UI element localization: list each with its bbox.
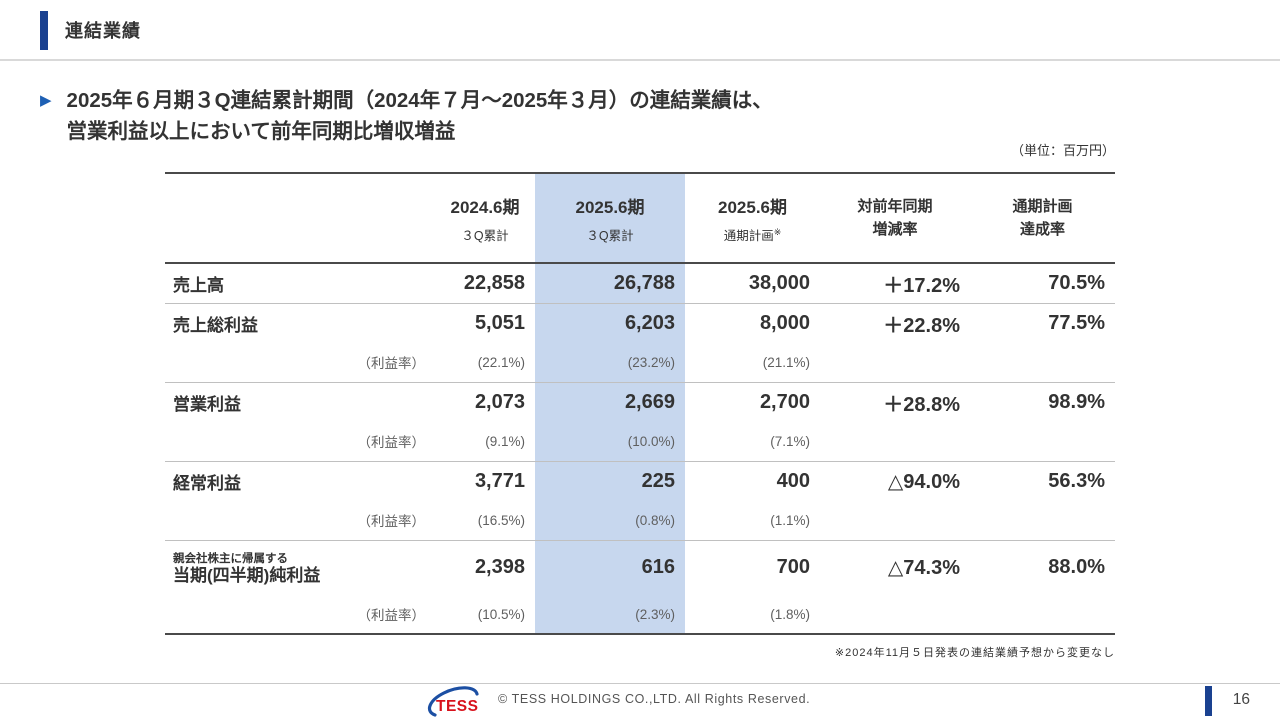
col-header-fy2025-plan: 2025.6期 通期計画※ (718, 197, 787, 243)
row-label-qualifier: 親会社株主に帰属する (173, 553, 288, 566)
cell-fy2025: (2.3%) (535, 595, 685, 634)
table-header-row: 2024.6期 ３Q累計 2025.6期 ３Q累計 2025.6期 通期計画※ … (165, 173, 1115, 263)
cell-plan: 400 (776, 469, 810, 492)
cell-fy2025: 6,203 (535, 303, 685, 343)
tess-logo: TESS (424, 684, 484, 720)
col-header-empty (165, 173, 435, 263)
cell-fy2025: 225 (535, 461, 685, 501)
cell-achievement: 77.5% (1048, 311, 1105, 334)
table-row-ordinary-margin: （利益率） (16.5%) (0.8%) (1.1%) (165, 501, 1115, 540)
cell-plan: (7.1%) (770, 433, 810, 449)
header-accent-bar (40, 10, 48, 50)
page-number: 16 (1232, 691, 1250, 708)
cell-achievement (970, 595, 1115, 634)
row-label: 売上高 (173, 275, 224, 295)
table-row-net-sales: 売上高 22,858 26,788 38,000 ＋17.2% 70.5% (165, 263, 1115, 303)
header-divider (0, 59, 1280, 61)
cell-plan: (1.1%) (770, 512, 810, 528)
cell-fy2024: 22,858 (463, 271, 525, 294)
cell-fy2024: (16.5%) (477, 512, 525, 528)
cell-yoy: ＋22.8% (883, 314, 960, 337)
cell-plan: 38,000 (748, 271, 810, 294)
cell-yoy: ＋28.8% (883, 393, 960, 416)
cell-achievement (970, 501, 1115, 540)
table-row-net-margin: （利益率） (10.5%) (2.3%) (1.8%) (165, 595, 1115, 634)
bullet-triangle-icon: ▶ (40, 92, 52, 109)
financial-results-table: 2024.6期 ３Q累計 2025.6期 ３Q累計 2025.6期 通期計画※ … (165, 172, 1115, 635)
cell-fy2024: 2,073 (474, 390, 525, 413)
cell-yoy (820, 422, 970, 461)
cell-fy2025: 26,788 (535, 263, 685, 303)
slide-header: 連結業績 (40, 10, 141, 50)
unit-note: （単位：百万円） (1010, 143, 1115, 158)
cell-achievement (970, 343, 1115, 382)
row-label: （利益率） (357, 356, 426, 372)
cell-fy2025: (23.2%) (535, 343, 685, 382)
table-row-gross-margin: （利益率） (22.1%) (23.2%) (21.1%) (165, 343, 1115, 382)
page-number-accent-bar (1205, 686, 1212, 716)
table-row-operating-income: 営業利益 2,073 2,669 2,700 ＋28.8% 98.9% (165, 382, 1115, 422)
cell-plan: 8,000 (759, 311, 810, 334)
cell-yoy (820, 595, 970, 634)
table-row-net-income: 親会社株主に帰属する 当期(四半期)純利益 2,398 616 700 △74.… (165, 540, 1115, 595)
row-label: 営業利益 (173, 394, 241, 414)
cell-fy2024: 2,398 (474, 556, 525, 579)
row-label: 親会社株主に帰属する 当期(四半期)純利益 (165, 540, 435, 595)
row-label: 経常利益 (173, 473, 241, 493)
cell-fy2024: 3,771 (474, 469, 525, 492)
cell-achievement: 88.0% (1048, 556, 1105, 579)
headline: ▶ 2025年６月期３Q連結累計期間（2024年７月～2025年３月）の連結業績… (40, 85, 773, 147)
headline-line1: 2025年６月期３Q連結累計期間（2024年７月～2025年３月）の連結業績は、 (66, 89, 773, 112)
table-footnote: ※2024年11月５日発表の連結業績予想から変更なし (834, 647, 1115, 659)
row-label: （利益率） (357, 435, 426, 451)
col-header-achievement: 通期計画 達成率 (1012, 198, 1073, 238)
logo-swoosh-icon (427, 686, 479, 717)
col-header-yoy: 対前年同期 増減率 (857, 198, 933, 238)
cell-plan: 2,700 (759, 390, 810, 413)
cell-yoy: ＋17.2% (883, 274, 960, 297)
table-row-gross-profit: 売上総利益 5,051 6,203 8,000 ＋22.8% 77.5% (165, 303, 1115, 343)
col-header-fy2024-3q: 2024.6期 ３Q累計 (450, 197, 520, 243)
page-title: 連結業績 (65, 21, 141, 41)
cell-fy2024: 5,051 (474, 311, 525, 334)
footer-divider (0, 683, 1280, 684)
cell-yoy: △74.3% (887, 557, 960, 580)
cell-achievement: 70.5% (1048, 271, 1105, 294)
cell-fy2024: (10.5%) (477, 606, 525, 622)
cell-fy2024: (9.1%) (485, 433, 525, 449)
cell-fy2025: (0.8%) (535, 501, 685, 540)
cell-achievement: 56.3% (1048, 469, 1105, 492)
cell-yoy (820, 343, 970, 382)
headline-text: 2025年６月期３Q連結累計期間（2024年７月～2025年３月）の連結業績は、… (67, 85, 773, 147)
cell-achievement: 98.9% (1048, 390, 1105, 413)
cell-yoy: △94.0% (887, 470, 960, 493)
cell-achievement (970, 422, 1115, 461)
col-header-fy2025-3q: 2025.6期 ３Q累計 (535, 173, 685, 263)
cell-fy2024: (22.1%) (477, 354, 525, 370)
row-label: （利益率） (357, 608, 426, 623)
headline-line2: 営業利益以上において前年同期比増収増益 (66, 120, 456, 143)
cell-fy2025: (10.0%) (535, 422, 685, 461)
table-row-operating-margin: （利益率） (9.1%) (10.0%) (7.1%) (165, 422, 1115, 461)
cell-plan: (21.1%) (762, 354, 810, 370)
cell-plan: 700 (776, 556, 810, 579)
cell-fy2025: 616 (535, 540, 685, 595)
cell-fy2025: 2,669 (535, 382, 685, 422)
table-row-ordinary-income: 経常利益 3,771 225 400 △94.0% 56.3% (165, 461, 1115, 501)
cell-yoy (820, 501, 970, 540)
footnote-mark: ※ (773, 226, 782, 237)
row-label: （利益率） (357, 514, 426, 530)
cell-plan: (1.8%) (770, 606, 810, 622)
logo-text: TESS (436, 698, 478, 715)
copyright-text: © TESS HOLDINGS CO.,LTD. All Rights Rese… (498, 692, 811, 706)
row-label: 売上総利益 (173, 315, 258, 335)
